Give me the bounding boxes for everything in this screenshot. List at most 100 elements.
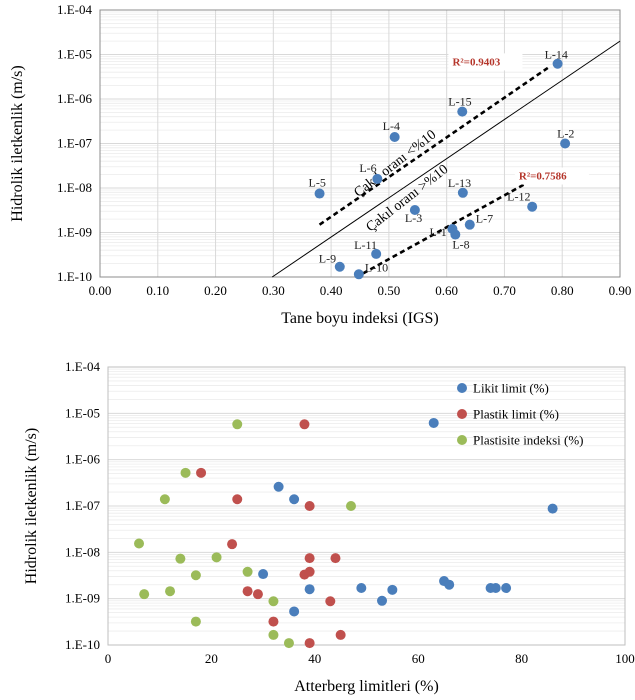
c1-x-tick-label: 0.60 bbox=[435, 283, 458, 298]
data-point bbox=[457, 106, 468, 117]
data-point bbox=[232, 494, 243, 505]
c2-x-tick-label: 0 bbox=[105, 651, 112, 666]
point-label: L-6 bbox=[359, 161, 376, 175]
c2-x-axis-label: Atterberg limitleri (%) bbox=[294, 678, 439, 695]
point-label: L-2 bbox=[557, 127, 574, 141]
legend-entry: Plastisite indeksi (%) bbox=[473, 433, 584, 448]
r2-label-upper: R²=0.9403 bbox=[452, 56, 500, 68]
chart-1-igs: 1.E-10 1.E-09 1.E-08 1.E-07 1.E-06 1.E-05 1.E-… bbox=[9, 2, 631, 327]
data-point bbox=[268, 616, 279, 627]
point-label: L-13 bbox=[448, 176, 471, 190]
point-label: L-15 bbox=[448, 95, 471, 109]
c1-y-tick-label: 1.E-10 bbox=[57, 269, 92, 284]
data-point bbox=[227, 539, 238, 550]
chart-2-atterberg: 1.E-10 1.E-09 1.E-08 1.E-07 1.E-06 1.E-05 1.E-… bbox=[23, 359, 635, 695]
data-point bbox=[289, 494, 300, 505]
data-point bbox=[134, 538, 145, 549]
c2-x-tick-label: 80 bbox=[515, 651, 528, 666]
data-point bbox=[444, 579, 455, 590]
r2-label-background bbox=[514, 167, 589, 185]
data-point bbox=[428, 417, 439, 428]
data-point bbox=[547, 503, 558, 514]
c2-x-tick-label: 60 bbox=[412, 651, 425, 666]
data-point bbox=[289, 606, 300, 617]
data-point bbox=[258, 569, 269, 580]
c2-x-tick-label: 20 bbox=[205, 651, 218, 666]
c1-y-axis-label: Hidrolik iletkenlik (m/s) bbox=[9, 65, 26, 221]
c1-x-tick-label: 0.10 bbox=[146, 283, 169, 298]
c1-x-tick-label: 0.40 bbox=[320, 283, 343, 298]
c2-y-tick-label: 1.E-06 bbox=[65, 452, 101, 467]
legend-entry: Likit limit (%) bbox=[473, 381, 549, 396]
data-point bbox=[552, 58, 563, 69]
data-point bbox=[353, 269, 364, 280]
point-label: L-10 bbox=[365, 260, 388, 274]
data-point bbox=[464, 219, 475, 230]
data-point bbox=[190, 570, 201, 581]
c2-plot-border bbox=[107, 366, 626, 646]
c1-y-tick-label: 1.E-09 bbox=[57, 225, 92, 240]
data-point bbox=[527, 201, 538, 212]
legend-entry: Plastik limit (%) bbox=[473, 407, 559, 422]
data-point bbox=[211, 552, 222, 563]
c2-y-tick-label: 1.E-05 bbox=[65, 405, 100, 420]
data-point bbox=[501, 582, 512, 593]
c1-x-tick-label: 0.30 bbox=[262, 283, 285, 298]
c2-y-tick-label: 1.E-08 bbox=[65, 544, 100, 559]
point-label: L-1 bbox=[429, 225, 446, 239]
data-point bbox=[175, 553, 186, 564]
data-point bbox=[372, 173, 383, 184]
data-point bbox=[304, 553, 315, 564]
legend-marker bbox=[457, 435, 467, 445]
point-label: L-5 bbox=[309, 176, 326, 190]
data-point bbox=[139, 589, 150, 600]
c1-x-tick-label: 0.90 bbox=[609, 283, 632, 298]
boundary-line bbox=[271, 40, 621, 278]
data-point bbox=[490, 582, 501, 593]
c1-x-tick-label: 0.80 bbox=[551, 283, 574, 298]
point-label: L-14 bbox=[545, 48, 568, 62]
c1-y-tick-label: 1.E-04 bbox=[57, 2, 93, 17]
data-point bbox=[330, 553, 341, 564]
dashed-trendline bbox=[318, 66, 549, 226]
c2-y-tick-label: 1.E-09 bbox=[65, 591, 100, 606]
c1-y-tick-label: 1.E-06 bbox=[57, 91, 93, 106]
data-point bbox=[304, 584, 315, 595]
data-point bbox=[334, 261, 345, 272]
data-point bbox=[190, 616, 201, 627]
data-point bbox=[314, 188, 325, 199]
data-point bbox=[325, 596, 336, 607]
c2-x-tick-label: 100 bbox=[615, 651, 635, 666]
point-label: L-9 bbox=[319, 252, 336, 266]
point-label: L-4 bbox=[383, 119, 400, 133]
data-point bbox=[560, 138, 571, 149]
data-point bbox=[268, 629, 279, 640]
c1-y-tick-label: 1.E-07 bbox=[57, 136, 93, 151]
c1-y-tick-label: 1.E-05 bbox=[57, 47, 92, 62]
data-point bbox=[159, 494, 170, 505]
c2-x-tick-label: 40 bbox=[308, 651, 321, 666]
c1-x-tick-label: 0.20 bbox=[204, 283, 227, 298]
data-point bbox=[165, 586, 176, 597]
data-point bbox=[457, 187, 468, 198]
data-point bbox=[180, 467, 191, 478]
data-point bbox=[371, 248, 382, 259]
c1-x-tick-label: 0.00 bbox=[89, 283, 112, 298]
data-point bbox=[268, 596, 279, 607]
point-label: L-8 bbox=[452, 238, 469, 252]
point-label: L-12 bbox=[507, 190, 530, 204]
c1-x-axis-label: Tane boyu indeksi (IGS) bbox=[281, 310, 439, 327]
data-point bbox=[356, 582, 367, 593]
data-point bbox=[273, 481, 284, 492]
data-point bbox=[252, 589, 263, 600]
data-point bbox=[242, 586, 253, 597]
data-point bbox=[196, 467, 207, 478]
data-point bbox=[387, 584, 398, 595]
c2-y-axis-label: Hidrolik iletkenlik (m/s) bbox=[23, 428, 40, 584]
data-point bbox=[377, 595, 388, 606]
c2-y-tick-label: 1.E-04 bbox=[65, 359, 101, 374]
data-point bbox=[409, 205, 420, 216]
point-label: L-3 bbox=[405, 211, 422, 225]
data-point bbox=[389, 131, 400, 142]
